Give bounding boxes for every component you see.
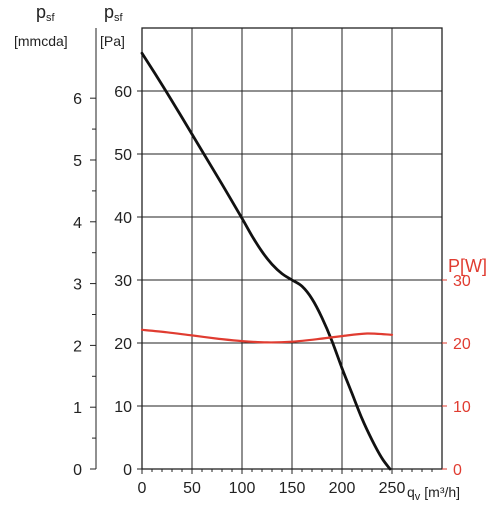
mmcda-tick-label: 0 (73, 462, 82, 479)
pa-axis-title-unit: [Pa] (100, 33, 125, 49)
x-tick-label: 250 (379, 480, 406, 497)
pa-tick-label: 50 (114, 147, 132, 164)
x-tick-label: 100 (229, 480, 256, 497)
pa-tick-label: 20 (114, 336, 132, 353)
x-axis-title: qv [m³/h] (407, 484, 460, 503)
pressure-curve-line (140, 51, 392, 471)
mmcda-tick-label: 5 (73, 153, 82, 170)
mmcda-tick-label: 3 (73, 277, 82, 294)
pa-tick-label: 40 (114, 210, 132, 227)
mmcda-tick-label: 6 (73, 91, 82, 108)
mmcda-axis-title-symbol: psf (36, 2, 56, 24)
x-tick-label: 150 (279, 480, 306, 497)
power-tick-label: 20 (453, 336, 471, 353)
power-tick-label: 10 (453, 399, 471, 416)
chart-series (140, 51, 394, 471)
power-axis-title: P[W] (448, 256, 487, 276)
mmcda-axis-title-unit: [mmcda] (14, 33, 68, 49)
x-tick-label: 0 (138, 480, 147, 497)
mmcda-tick-label: 4 (73, 215, 82, 232)
pa-tick-label: 0 (123, 462, 132, 479)
power-tick-label: 30 (453, 273, 471, 290)
chart-grid (142, 28, 442, 469)
mmcda-tick-label: 2 (73, 338, 82, 355)
power-curve-line (140, 328, 394, 344)
x-tick-label: 200 (329, 480, 356, 497)
tick-labels: 0 50 100 150 200 2500123456010203040506001020… (73, 84, 471, 497)
pa-tick-label: 60 (114, 84, 132, 101)
x-tick-label: 50 (183, 480, 201, 497)
pa-tick-label: 10 (114, 399, 132, 416)
mmcda-tick-label: 1 (73, 400, 82, 417)
pa-axis-title-symbol: psf (104, 2, 124, 24)
power-tick-label: 0 (453, 462, 462, 479)
pa-tick-label: 30 (114, 273, 132, 290)
